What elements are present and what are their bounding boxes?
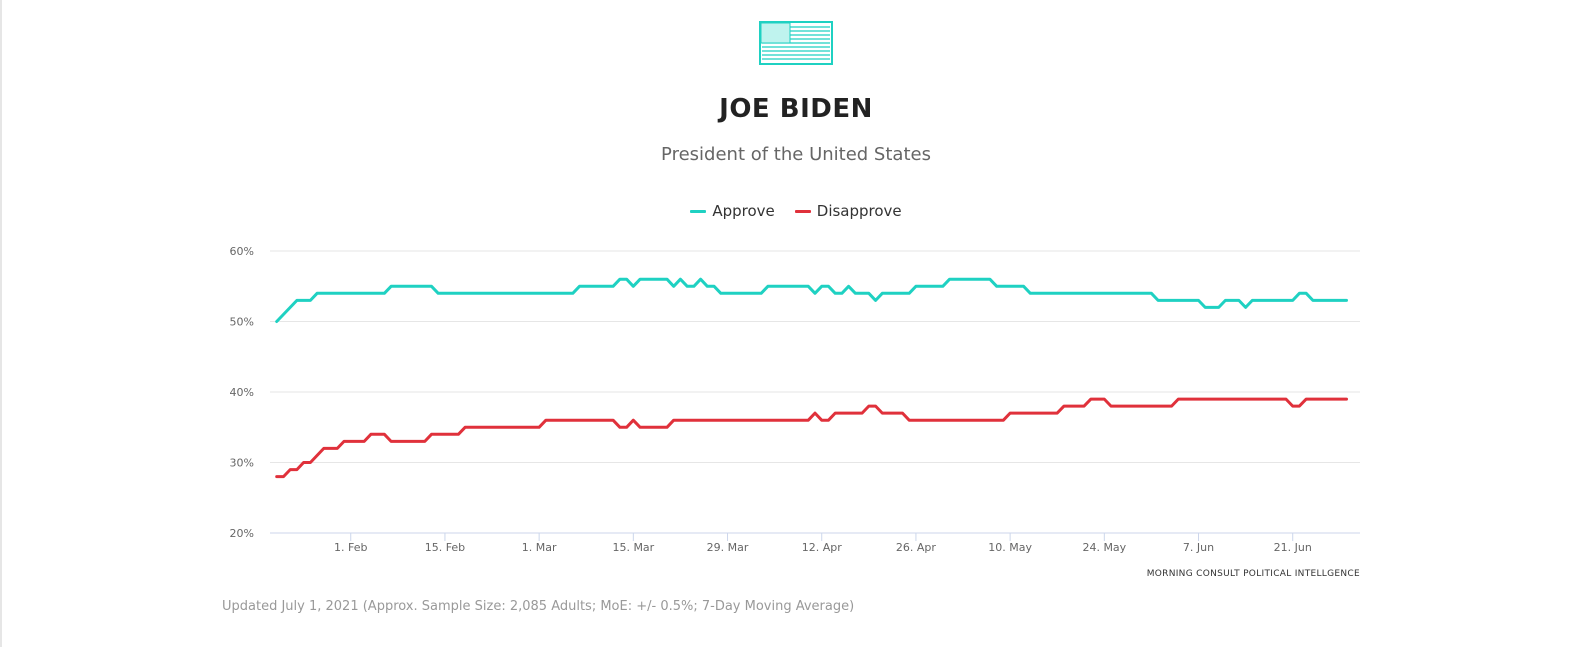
- legend-swatch-disapprove: [794, 209, 811, 213]
- legend-item-approve[interactable]: Approve: [690, 202, 775, 220]
- x-tick-label: 7. Jun: [1183, 541, 1214, 554]
- us-flag-icon: [759, 21, 833, 65]
- chart-legend: Approve Disapprove: [0, 202, 1578, 220]
- x-tick-label: 29. Mar: [707, 541, 749, 554]
- y-tick-label: 30%: [230, 457, 254, 470]
- page-title: JOE BIDEN: [719, 94, 873, 124]
- x-tick-label: 10. May: [988, 541, 1032, 554]
- series-line-disapprove: [275, 397, 1348, 479]
- y-tick-label: 40%: [230, 386, 254, 399]
- page-border: [0, 0, 2, 647]
- legend-label-disapprove: Disapprove: [816, 202, 902, 220]
- legend-label-approve: Approve: [712, 202, 775, 220]
- x-tick-label: 15. Feb: [425, 541, 465, 554]
- y-tick-label: 50%: [230, 316, 254, 329]
- series-line-approve: [275, 277, 1348, 323]
- page-subtitle: President of the United States: [661, 144, 931, 165]
- y-tick-label: 60%: [230, 245, 254, 258]
- x-tick-label: 26. Apr: [896, 541, 936, 554]
- y-tick-label: 20%: [230, 527, 254, 540]
- x-tick-label: 12. Apr: [802, 541, 842, 554]
- legend-swatch-approve: [690, 209, 707, 213]
- legend-item-disapprove[interactable]: Disapprove: [794, 202, 902, 220]
- x-tick-label: 1. Mar: [522, 541, 557, 554]
- x-tick-label: 1. Feb: [334, 541, 367, 554]
- x-tick-label: 24. May: [1082, 541, 1126, 554]
- footnote: Updated July 1, 2021 (Approx. Sample Siz…: [222, 599, 855, 614]
- x-tick-label: 15. Mar: [612, 541, 654, 554]
- x-tick-label: 21. Jun: [1274, 541, 1312, 554]
- chart-credit: MORNING CONSULT POLITICAL INTELLGENCE: [1146, 569, 1360, 579]
